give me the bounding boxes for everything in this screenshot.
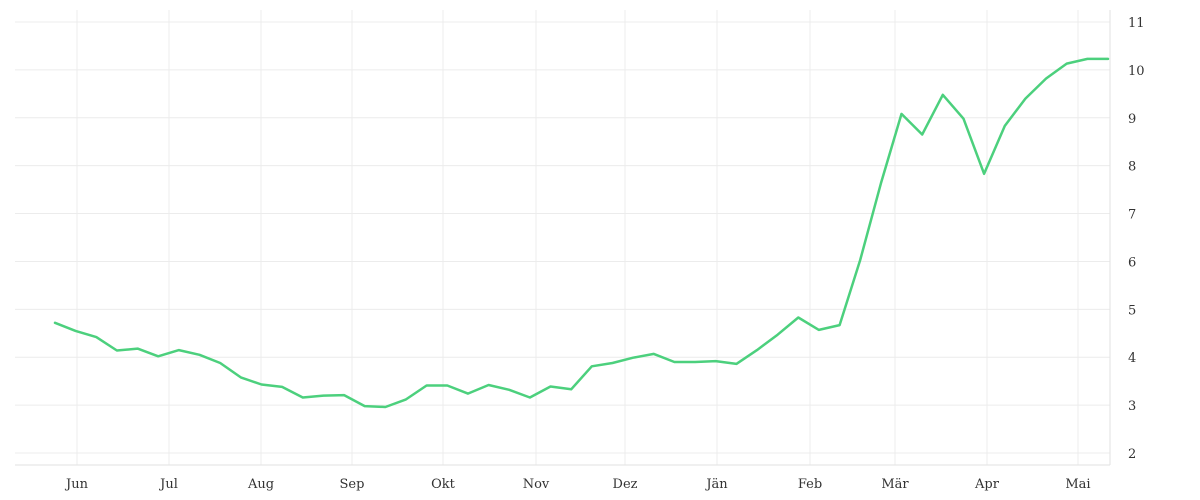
y-tick-label: 7 — [1128, 208, 1136, 223]
y-tick-label: 4 — [1128, 351, 1136, 366]
x-tick-label: Aug — [247, 477, 274, 492]
x-tick-label: Nov — [523, 477, 550, 492]
y-tick-label: 9 — [1128, 112, 1136, 127]
y-tick-label: 8 — [1128, 160, 1136, 175]
x-tick-label: Mai — [1065, 477, 1090, 492]
x-tick-label: Jun — [64, 477, 89, 492]
x-axis-tick-labels: Jun Jul Aug Sep Okt Nov Dez Jän Feb Mär Apr Mai — [64, 477, 1091, 492]
x-tick-label: Jul — [158, 477, 178, 492]
horizontal-gridlines — [15, 21, 1110, 454]
x-tick-label: Mär — [881, 477, 909, 492]
y-tick-label: 2 — [1128, 447, 1136, 462]
x-tick-label: Okt — [431, 477, 456, 492]
vertical-gridlines — [76, 10, 1079, 465]
x-tick-label: Dez — [613, 477, 638, 492]
y-tick-label: 3 — [1128, 399, 1136, 414]
y-tick-label: 5 — [1128, 303, 1136, 318]
y-axis-tick-labels: 2 3 4 5 6 7 8 9 10 11 — [1128, 16, 1145, 462]
y-tick-label: 11 — [1128, 16, 1145, 31]
series-line — [53, 57, 1110, 409]
y-tick-label: 6 — [1128, 255, 1136, 270]
x-tick-label: Sep — [340, 477, 365, 492]
y-tick-label: 10 — [1128, 64, 1145, 79]
x-tick-label: Feb — [798, 477, 822, 492]
x-tick-label: Jän — [704, 477, 728, 492]
x-tick-label: Apr — [974, 477, 1000, 492]
